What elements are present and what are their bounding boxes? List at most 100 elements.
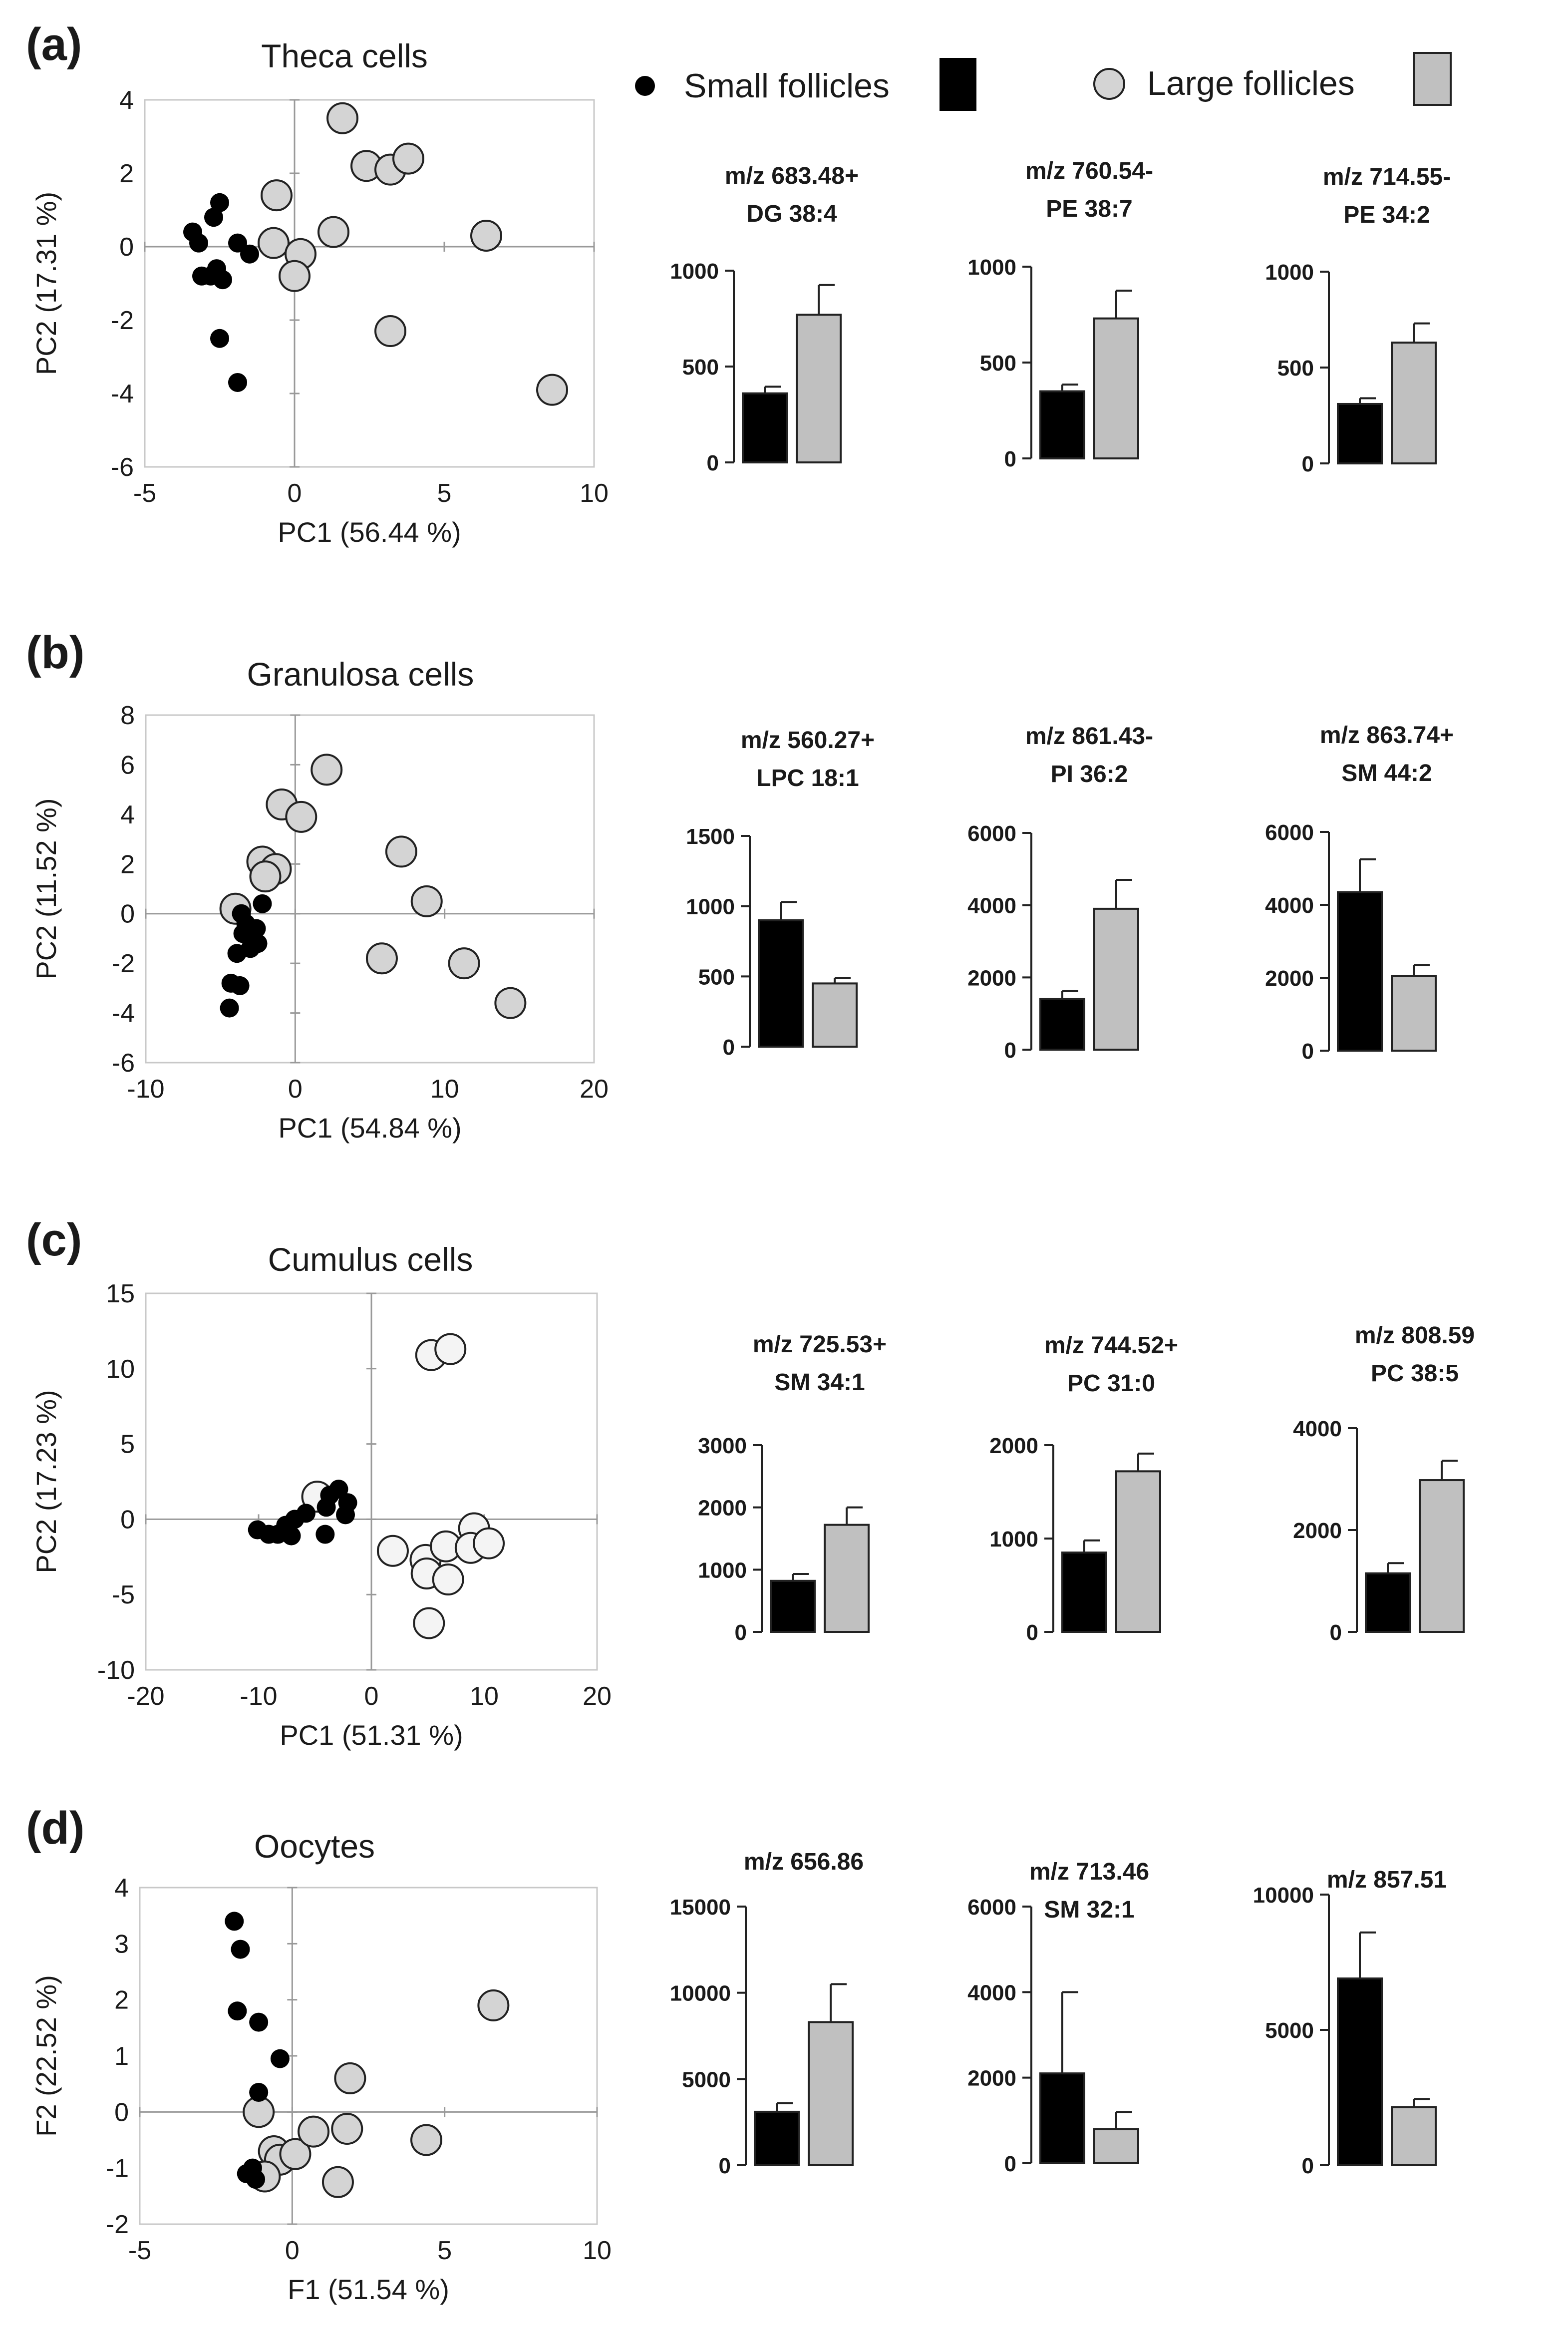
x-axis-label: PC1 (51.31 %) (280, 1719, 463, 1751)
bar-chart-7: 0 2000 4000 6000 m/z 863.74+ SM 44:2 (1265, 722, 1454, 1064)
large-follicle-bar (1419, 1479, 1465, 1633)
small-follicle-bar (742, 392, 788, 464)
scatter-title: Granulosa cells (247, 656, 474, 693)
bar-y-tick-label: 500 (682, 355, 719, 380)
bar-chart-title: m/z 560.27+ (741, 727, 875, 754)
bar-chart-title: m/z 656.86 (744, 1849, 864, 1875)
y-tick-label: 10 (106, 1355, 135, 1384)
x-tick-label: 0 (364, 1682, 379, 1711)
bar-y-tick-label: 0 (1302, 1039, 1314, 1064)
bar-chart-title: SM 34:1 (774, 1369, 865, 1396)
large-follicle-point (477, 1989, 510, 2021)
bar-y-tick-label: 2000 (1293, 1519, 1342, 1543)
legend-large-label: Large follicles (1147, 64, 1355, 102)
panel-letter-d: (d) (26, 1803, 84, 1854)
small-follicle-point (249, 2083, 269, 2102)
small-follicle-point (270, 2049, 290, 2068)
y-tick-label: 4 (119, 86, 134, 115)
large-follicle-point (432, 1564, 464, 1596)
large-follicle-point (331, 2113, 363, 2145)
bar-chart-title: m/z 683.48+ (725, 163, 859, 189)
large-follicle-point (473, 1527, 505, 1560)
y-tick-label: -2 (111, 306, 134, 335)
bar-y-tick-label: 500 (980, 351, 1016, 376)
bar-chart-10: 0 1000 2000 m/z 744.52+ PC 31:0 (989, 1332, 1178, 1645)
small-follicle-point (210, 193, 229, 212)
x-axis-label: PC1 (56.44 %) (278, 516, 461, 548)
bar-chart-title: m/z 725.53+ (753, 1331, 887, 1358)
plot-frame (139, 1887, 598, 2225)
bar-y-tick-label: 4000 (1293, 1417, 1342, 1441)
bar-y-tick-label: 6000 (967, 1895, 1016, 1920)
bar-chart-title: PE 34:2 (1343, 202, 1430, 228)
bar-chart-title: LPC 18:1 (756, 765, 859, 791)
large-follicle-point (536, 374, 568, 406)
x-tick-label: 20 (583, 1682, 612, 1711)
large-follicle-point (279, 260, 311, 292)
large-follicle-bar (1115, 1470, 1161, 1633)
y-tick-label: -6 (111, 453, 134, 482)
bar-y-tick-label: 2000 (989, 1434, 1038, 1458)
scatter-title: Cumulus cells (268, 1241, 473, 1278)
y-tick-label: -1 (106, 2154, 129, 2183)
bar-y-tick-label: 2000 (698, 1496, 747, 1521)
bar-chart-title: m/z 808.59 (1355, 1322, 1475, 1349)
bar-chart-title: m/z 744.52+ (1044, 1332, 1178, 1359)
small-follicle-point (189, 233, 208, 253)
bar-y-tick-label: 10000 (1253, 1883, 1314, 1908)
bar-chart-1: 0 500 1000 m/z 683.48+ DG 38:4 (670, 163, 859, 475)
bar-y-tick-label: 500 (698, 965, 735, 989)
small-follicle-bar (1337, 891, 1383, 1052)
small-follicle-point (225, 1912, 244, 1931)
small-follicle-point (336, 1505, 355, 1525)
legend-small-swatch (940, 58, 976, 111)
bar-y-tick-label: 1000 (967, 255, 1016, 280)
bar-y-tick-label: 0 (1330, 1620, 1342, 1645)
large-follicle-point (434, 1333, 467, 1365)
small-follicle-point (316, 1498, 336, 1517)
bar-chart-13: 0 5000 10000 15000 m/z 656.86 (670, 1849, 864, 2178)
large-follicle-bar (1391, 975, 1437, 1052)
large-follicle-bar (812, 982, 858, 1048)
scatter-plot-4: -6 -4 -2 0 2 4 6 8 -10 0 10 20 Granulosa cells PC1 (5… (30, 656, 609, 1144)
large-follicle-point (285, 800, 317, 833)
y-tick-label: 0 (120, 900, 135, 929)
legend: Small follicles Large follicles (635, 52, 1452, 111)
bar-y-tick-label: 1000 (698, 1558, 747, 1582)
x-tick-label: 0 (285, 2236, 300, 2265)
small-follicle-point (247, 919, 266, 938)
x-tick-label: 5 (437, 2236, 452, 2265)
y-axis-label: F2 (22.52 %) (30, 1975, 62, 2137)
plot-frame (145, 714, 595, 1064)
large-follicle-point (410, 2124, 443, 2156)
bar-chart-title: SM 32:1 (1044, 1897, 1134, 1923)
bar-chart-title: m/z 857.51 (1327, 1867, 1447, 1893)
x-tick-label: -10 (240, 1682, 277, 1711)
bar-chart-2: 0 500 1000 m/z 760.54- PE 38:7 (967, 158, 1153, 471)
small-follicle-bar (1039, 390, 1085, 459)
y-tick-label: -5 (112, 1580, 135, 1609)
y-tick-label: 8 (120, 701, 135, 730)
large-follicle-bar (1391, 342, 1437, 465)
bar-chart-title: PE 38:7 (1046, 196, 1132, 222)
small-follicle-point (228, 233, 247, 253)
bar-y-tick-label: 5000 (682, 2067, 731, 2092)
small-follicle-bar (1061, 1552, 1107, 1633)
large-follicle-point (261, 179, 293, 212)
bar-y-tick-label: 6000 (967, 821, 1016, 846)
bar-y-tick-label: 5000 (1265, 2018, 1314, 2043)
large-follicle-point (470, 219, 502, 252)
bar-y-tick-label: 0 (1302, 452, 1314, 476)
x-tick-label: 5 (437, 479, 452, 508)
large-follicle-bar (824, 1524, 870, 1633)
bar-chart-title: PI 36:2 (1051, 761, 1128, 787)
bar-y-tick-label: 0 (707, 451, 719, 475)
large-follicle-point (249, 860, 282, 893)
y-tick-label: 2 (114, 1986, 129, 2015)
x-tick-label: -5 (133, 479, 156, 508)
bar-y-tick-label: 1000 (1265, 260, 1314, 285)
panel-letter-c: (c) (26, 1214, 82, 1265)
y-tick-label: 4 (114, 1874, 129, 1903)
bar-y-tick-label: 0 (723, 1035, 735, 1060)
